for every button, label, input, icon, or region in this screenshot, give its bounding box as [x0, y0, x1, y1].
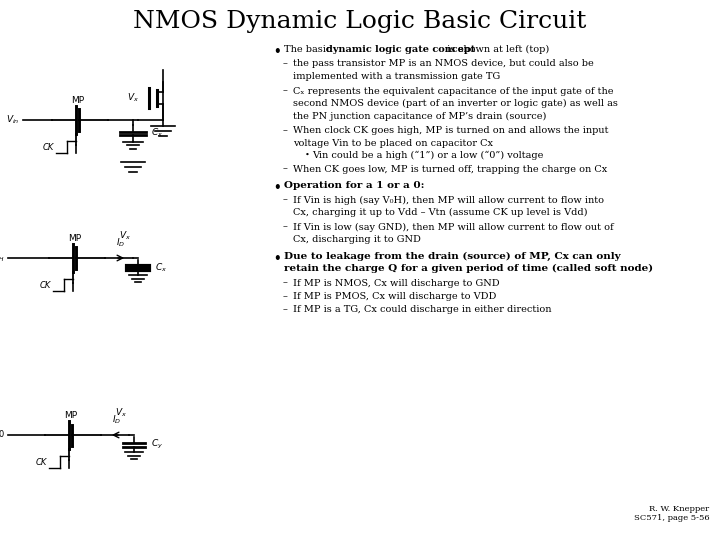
- Text: –: –: [282, 195, 287, 205]
- Text: the PN junction capacitance of MP’s drain (source): the PN junction capacitance of MP’s drai…: [293, 111, 546, 120]
- Text: $C_y$: $C_y$: [151, 438, 163, 451]
- Text: voltage Vin to be placed on capacitor Cx: voltage Vin to be placed on capacitor Cx: [293, 138, 493, 147]
- Text: retain the charge Q for a given period of time (called soft node): retain the charge Q for a given period o…: [284, 264, 654, 273]
- Text: $I_D$: $I_D$: [117, 237, 125, 249]
- Text: –: –: [282, 222, 287, 232]
- Text: •: •: [273, 181, 281, 194]
- Text: When CK goes low, MP is turned off, trapping the charge on Cx: When CK goes low, MP is turned off, trap…: [293, 165, 607, 173]
- Text: $V_{in}$: $V_{in}$: [6, 114, 20, 126]
- Text: MP: MP: [63, 410, 77, 420]
- Text: –: –: [282, 306, 287, 314]
- Text: If MP is PMOS, Cx will discharge to VDD: If MP is PMOS, Cx will discharge to VDD: [293, 292, 496, 301]
- Text: •: •: [273, 45, 281, 58]
- Text: –: –: [282, 126, 287, 135]
- Text: $I_D$: $I_D$: [112, 414, 122, 426]
- Text: •: •: [305, 151, 310, 159]
- Text: NMOS Dynamic Logic Basic Circuit: NMOS Dynamic Logic Basic Circuit: [133, 10, 587, 33]
- Text: the pass transistor MP is an NMOS device, but could also be: the pass transistor MP is an NMOS device…: [293, 59, 594, 69]
- Text: is shown at left (top): is shown at left (top): [444, 45, 549, 54]
- Text: Operation for a 1 or a 0:: Operation for a 1 or a 0:: [284, 181, 425, 190]
- Text: Vin could be a high (“1”) or a low (“0”) voltage: Vin could be a high (“1”) or a low (“0”)…: [312, 151, 543, 160]
- Text: CK: CK: [35, 458, 47, 467]
- Text: $V_x$: $V_x$: [115, 407, 127, 419]
- Text: CK: CK: [42, 143, 53, 152]
- Text: Cx, charging it up to Vdd – Vtn (assume CK up level is Vdd): Cx, charging it up to Vdd – Vtn (assume …: [293, 208, 588, 217]
- Text: •: •: [273, 252, 281, 265]
- Text: Due to leakage from the drain (source) of MP, Cx can only: Due to leakage from the drain (source) o…: [284, 252, 621, 261]
- Text: The basic: The basic: [284, 45, 335, 54]
- Text: –: –: [282, 279, 287, 287]
- Text: $C_x$: $C_x$: [155, 261, 167, 274]
- Text: $V_x$: $V_x$: [127, 91, 139, 104]
- Text: When clock CK goes high, MP is turned on and allows the input: When clock CK goes high, MP is turned on…: [293, 126, 608, 135]
- Text: If Vin is high (say V₀H), then MP will allow current to flow into: If Vin is high (say V₀H), then MP will a…: [293, 195, 604, 205]
- Text: –: –: [282, 59, 287, 69]
- Text: MP: MP: [71, 96, 84, 105]
- Text: implemented with a transmission gate TG: implemented with a transmission gate TG: [293, 72, 500, 81]
- Text: If Vin is low (say GND), then MP will allow current to flow out of: If Vin is low (say GND), then MP will al…: [293, 222, 613, 232]
- Text: $V_n = V_{OH}$: $V_n = V_{OH}$: [0, 252, 5, 264]
- Text: $C_x$: $C_x$: [151, 127, 163, 139]
- Text: $V_x$: $V_x$: [119, 230, 131, 242]
- Text: Cₓ represents the equivalent capacitance of the input gate of the: Cₓ represents the equivalent capacitance…: [293, 86, 613, 96]
- Text: –: –: [282, 165, 287, 173]
- Text: If MP is a TG, Cx could discharge in either direction: If MP is a TG, Cx could discharge in eit…: [293, 306, 552, 314]
- Text: –: –: [282, 86, 287, 96]
- Text: CK: CK: [40, 281, 50, 289]
- Text: second NMOS device (part of an inverter or logic gate) as well as: second NMOS device (part of an inverter …: [293, 99, 618, 108]
- Text: $V_{in} \approx 0$: $V_{in} \approx 0$: [0, 429, 5, 441]
- Text: Cx, discharging it to GND: Cx, discharging it to GND: [293, 235, 421, 244]
- Text: dynamic logic gate concept: dynamic logic gate concept: [326, 45, 475, 54]
- Text: R. W. Knepper
SC571, page 5-56: R. W. Knepper SC571, page 5-56: [634, 505, 709, 522]
- Text: –: –: [282, 292, 287, 301]
- Text: MP: MP: [68, 234, 81, 242]
- Text: If MP is NMOS, Cx will discharge to GND: If MP is NMOS, Cx will discharge to GND: [293, 279, 500, 287]
